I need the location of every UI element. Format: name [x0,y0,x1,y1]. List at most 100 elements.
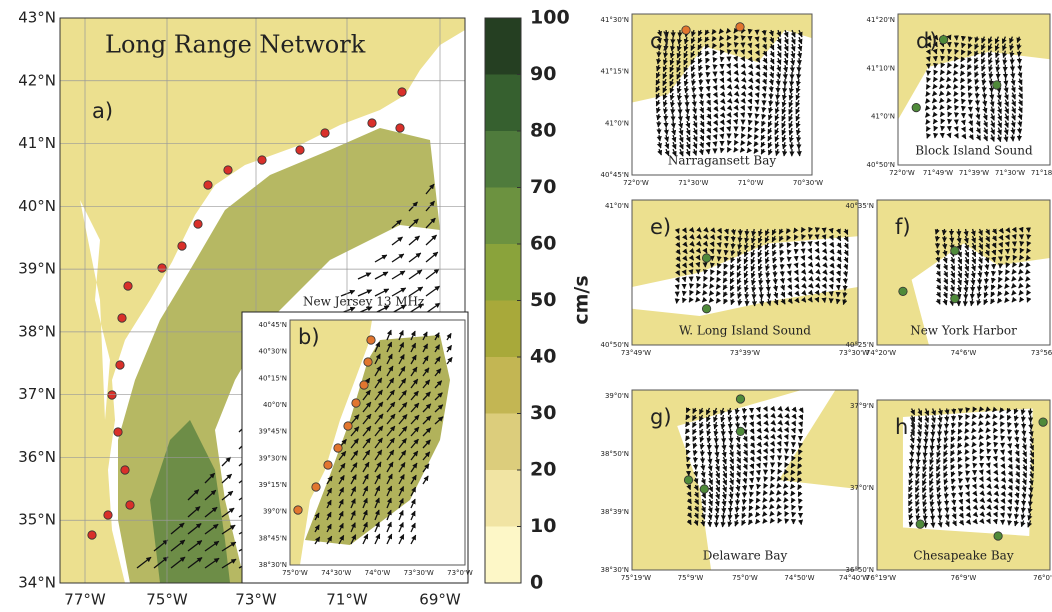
radar-station [916,520,924,528]
current-arrow [1028,236,1029,239]
panel: 40°35'N40°25'N74°20'W74°6'W73°56'Wf)New … [846,200,1052,357]
lon-label: 73°W [235,591,277,609]
current-arrow [794,436,795,440]
lat-label: 39°30'N [259,454,287,462]
lat-label: 39°15'N [259,481,287,489]
current-arrow [677,299,678,303]
current-arrow [728,142,729,145]
current-arrow [940,423,941,430]
lat-label: 37°0'N [850,484,874,492]
lat-label: 39°0'N [605,392,629,400]
lat-label: 40°35'N [846,202,874,210]
current-arrow [705,271,706,274]
panel: 37°9'N37°0'N36°50'N76°19'W76°9'W76°0'Wh)… [846,400,1052,582]
colorbar-segment [485,357,521,414]
radar-station [912,103,920,111]
inset-map: 40°45'N40°30'N40°15'N40°0'N39°45'N39°30'… [242,312,473,583]
current-arrow [770,100,771,106]
lat-label: 36°N [18,448,56,466]
current-arrow [801,429,802,434]
lat-label: 41°0'N [605,202,629,210]
panel: 39°0'N38°50'N38°39'N38°30'N75°19'W75°9'W… [601,390,870,582]
lon-label: 74°50'W [784,574,814,582]
current-arrow [736,121,737,124]
current-arrow [787,443,788,446]
radar-station [398,88,406,96]
current-arrow [970,100,971,105]
current-arrow [963,107,964,111]
current-arrow [1019,128,1020,134]
colorbar-tick-label: 60 [530,233,556,255]
current-arrow [1010,444,1011,449]
current-arrow [665,114,666,121]
panel-label: d) [916,29,938,53]
current-arrow [799,149,800,156]
current-arrow [965,299,966,306]
radar-station [352,399,360,407]
current-arrow [1014,250,1015,253]
colorbar-segment [485,470,521,527]
current-arrow [728,51,729,54]
colorbar-segment [485,301,521,358]
current-arrow [698,278,699,281]
current-arrow [749,30,750,34]
lat-label: 41°15'N [601,68,629,76]
current-arrow [785,72,786,79]
panel-title: Block Island Sound [915,144,1033,158]
current-arrow [977,93,978,99]
current-arrow [984,86,985,92]
lat-label: 38°39'N [601,508,629,516]
current-arrow [1019,51,1020,57]
radar-station [178,242,186,250]
lat-label: 39°0'N [263,508,287,516]
current-arrow [1002,437,1003,441]
current-arrow [1016,514,1017,519]
current-arrow [763,107,764,112]
radar-station [126,501,134,509]
radar-station [258,156,266,164]
lon-label: 75°9'W [678,574,704,582]
current-arrow [979,285,980,291]
current-arrow [935,135,936,138]
current-arrow [974,465,975,468]
panel-title: W. Long Island Sound [679,324,811,338]
current-arrow [773,457,774,460]
current-arrow [710,520,711,527]
current-arrow [982,472,983,475]
lon-label: 74°0'W [365,569,391,577]
current-arrow [679,100,680,107]
radar-station [114,428,122,436]
lon-label: 75°W [146,591,188,609]
radar-station [194,220,202,228]
current-arrow [658,121,659,127]
current-arrow [693,86,694,92]
current-arrow [954,500,955,505]
current-arrow [749,121,750,125]
current-arrow [729,128,730,131]
current-arrow [952,236,953,243]
colorbar-tick-label: 10 [530,515,556,537]
colorbar-segment [485,131,521,188]
radar-station [312,483,320,491]
current-arrow [786,520,787,523]
current-arrow [1017,437,1018,442]
lat-label: 40°50'N [867,161,895,169]
radar-station [736,395,744,403]
current-arrow [743,114,744,117]
current-arrow [784,86,785,93]
current-arrow [778,79,779,85]
lat-label: 41°10'N [867,64,895,72]
current-arrow [1005,65,1006,72]
colorbar-tick-label: 100 [530,7,570,29]
lon-label: 75°0'W [732,574,758,582]
current-arrow [717,513,718,520]
current-arrow [715,142,716,146]
current-arrow [947,507,948,513]
colorbar-tick-label: 80 [530,120,556,142]
current-arrow [712,264,713,268]
lat-label: 41°30'N [601,16,629,24]
lon-label: 75°19'W [621,574,651,582]
lon-label: 74°20'W [866,349,896,357]
radar-station [104,511,112,519]
radar-station [684,476,692,484]
